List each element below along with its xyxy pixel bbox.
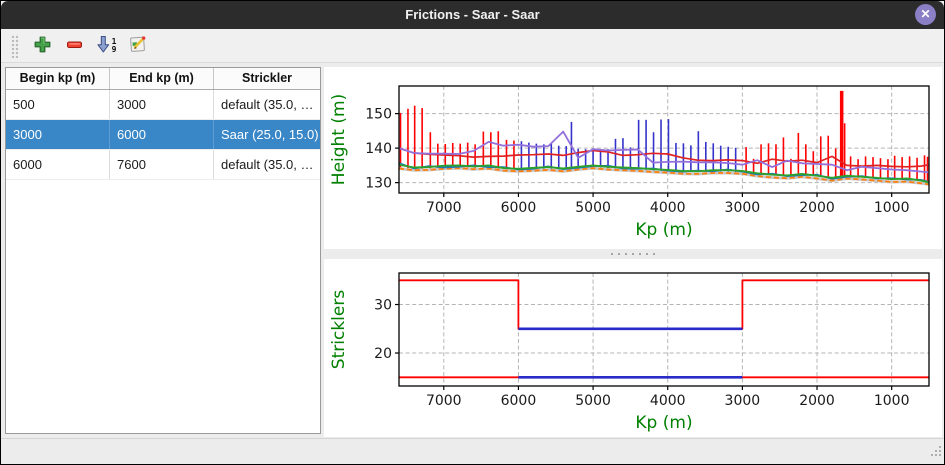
table-row-selected[interactable]: 3000 6000 Saar (25.0, 15.0) [6,120,320,150]
plus-icon [33,35,52,57]
svg-text:Height (m): Height (m) [329,94,349,185]
svg-text:6000: 6000 [501,393,537,409]
sort-button[interactable]: 1 9 [92,32,120,60]
edit-pencil-icon [128,34,148,57]
svg-text:Kp (m): Kp (m) [635,413,692,433]
table-header-row: Begin kp (m) End kp (m) Strickler [6,68,320,90]
add-row-button[interactable] [28,32,56,60]
toolbar-grip-handle[interactable] [10,33,18,58]
svg-text:1000: 1000 [874,200,910,216]
edit-button[interactable] [124,32,152,60]
sort-1-9-label: 1 9 [111,36,117,54]
column-header-strickler[interactable]: Strickler [241,71,293,85]
stricklers-svg: 7000 6000 5000 4000 3000 2000 1000 20 30 Kp (m) St… [329,272,930,433]
cell-end-kp[interactable]: 7600 [110,150,214,179]
cell-begin-kp[interactable]: 3000 [6,120,110,149]
close-icon: ✕ [920,7,931,21]
svg-text:6000: 6000 [501,200,537,216]
toolbar: 1 9 [1,29,944,63]
sort-down-arrow-icon [96,35,111,57]
cell-strickler[interactable]: Saar (25.0, 15.0) [221,127,319,142]
svg-text:3000: 3000 [725,200,761,216]
minus-icon [65,35,84,57]
table-row[interactable]: 500 3000 default (35.0, … [6,90,320,120]
titlebar[interactable]: Frictions - Saar - Saar ✕ [1,1,944,29]
resize-grip-icon[interactable] [928,443,942,462]
remove-row-button[interactable] [60,32,88,60]
svg-text:2000: 2000 [799,200,835,216]
cell-end-kp[interactable]: 6000 [110,120,214,149]
status-bar [1,438,944,464]
svg-text:130: 130 [365,176,392,192]
height-profile-chart[interactable]: 7000 6000 5000 4000 3000 2000 1000 130 140 150 Kp … [324,67,942,249]
close-button[interactable]: ✕ [915,4,936,25]
cell-strickler[interactable]: default (35.0, … [221,157,314,172]
splitter-grip-icon [611,253,655,255]
cell-end-kp[interactable]: 3000 [110,90,214,119]
svg-text:Kp (m): Kp (m) [635,220,692,240]
svg-text:5000: 5000 [575,200,611,216]
svg-text:150: 150 [365,107,392,123]
cell-begin-kp[interactable]: 500 [6,90,110,119]
column-header-begin-kp[interactable]: Begin kp (m) [6,68,110,89]
cell-begin-kp[interactable]: 6000 [6,150,110,179]
svg-text:4000: 4000 [650,393,686,409]
frictions-table: Begin kp (m) End kp (m) Strickler 500 30… [5,67,321,434]
svg-text:3000: 3000 [725,393,761,409]
svg-text:30: 30 [374,298,392,314]
svg-text:5000: 5000 [575,393,611,409]
svg-text:Stricklers: Stricklers [329,290,349,370]
svg-text:140: 140 [365,141,392,157]
svg-text:2000: 2000 [799,393,835,409]
height-profile-svg: 7000 6000 5000 4000 3000 2000 1000 130 140 150 Kp … [329,85,930,240]
svg-text:4000: 4000 [650,200,686,216]
svg-text:20: 20 [374,346,392,362]
cell-strickler[interactable]: default (35.0, … [221,97,314,112]
window-title: Frictions - Saar - Saar [405,7,540,22]
svg-text:7000: 7000 [426,200,462,216]
stricklers-chart[interactable]: 7000 6000 5000 4000 3000 2000 1000 20 30 Kp (m) St… [324,259,942,437]
column-header-end-kp[interactable]: End kp (m) [110,68,214,89]
charts-splitter-handle[interactable] [324,249,942,259]
svg-text:1000: 1000 [874,393,910,409]
svg-text:7000: 7000 [426,393,462,409]
table-row[interactable]: 6000 7600 default (35.0, … [6,150,320,180]
